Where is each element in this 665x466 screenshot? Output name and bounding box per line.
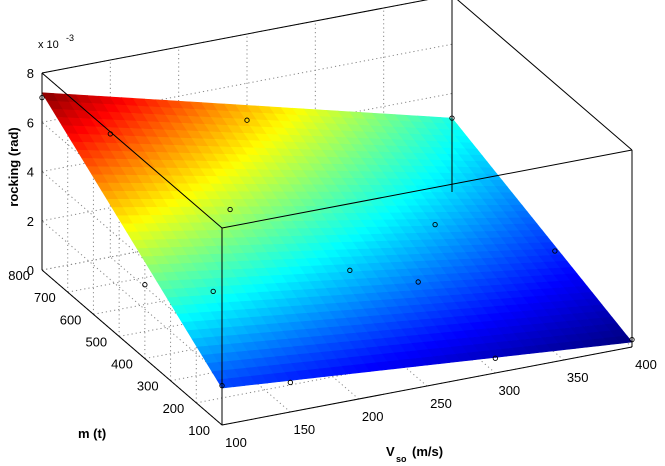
z-axis-label: rocking (rad) <box>6 127 21 206</box>
x-tick-label: 250 <box>430 396 452 411</box>
z-tick-label: 6 <box>27 115 34 130</box>
axis-line-y <box>41 269 223 426</box>
z-tick-label: 2 <box>27 214 34 229</box>
data-marker <box>492 355 498 361</box>
box-layer <box>41 0 633 426</box>
y-tick-label: 700 <box>34 290 56 305</box>
y-tick-label: 800 <box>8 268 30 283</box>
x-tick-label: 100 <box>225 435 247 450</box>
surface-layer <box>41 92 633 389</box>
z-exponent: -3 <box>66 33 74 43</box>
data-marker <box>347 267 353 273</box>
y-tick-label: 100 <box>188 423 210 438</box>
box-edge <box>221 149 633 229</box>
y-tick-label: 200 <box>163 401 185 416</box>
data-marker <box>244 117 250 123</box>
data-marker <box>227 206 233 213</box>
x-axis-label-unit: (m/s) <box>412 444 443 459</box>
z-tick-label: 8 <box>27 66 34 81</box>
x-tick-label: 200 <box>362 409 384 424</box>
y-axis-label: m (t) <box>78 426 106 441</box>
x-axis-label-main: V <box>386 444 395 459</box>
marker-layer <box>39 94 635 389</box>
grid-line-z-side <box>41 171 223 327</box>
grid-line-z-side <box>41 220 223 377</box>
z-tick-label: 0 <box>27 263 34 278</box>
y-tick-label: 300 <box>137 379 159 394</box>
z-multiplier: x 10 <box>38 39 59 51</box>
x-axis-label-sub: so <box>396 454 407 464</box>
data-marker <box>142 282 148 288</box>
box-edge <box>41 0 429 74</box>
axis-line-x <box>221 346 633 426</box>
box-edge <box>41 72 223 229</box>
data-marker <box>415 279 421 285</box>
x-tick-label: 350 <box>567 370 589 385</box>
data-marker <box>552 248 558 254</box>
data-marker <box>432 222 438 228</box>
surface-patch <box>615 335 633 344</box>
z-tick-label: 4 <box>27 165 34 180</box>
y-tick-label: 400 <box>111 357 133 372</box>
x-tick-label: 300 <box>498 383 520 398</box>
x-tick-label: 400 <box>635 357 657 372</box>
tick-layer: 1001502002503003504001002003004005006007… <box>8 66 657 450</box>
y-tick-label: 500 <box>85 334 107 349</box>
box-edge <box>457 0 633 151</box>
data-marker <box>287 379 293 386</box>
data-marker <box>210 288 216 295</box>
y-tick-label: 600 <box>60 312 82 327</box>
x-tick-label: 150 <box>293 422 315 437</box>
